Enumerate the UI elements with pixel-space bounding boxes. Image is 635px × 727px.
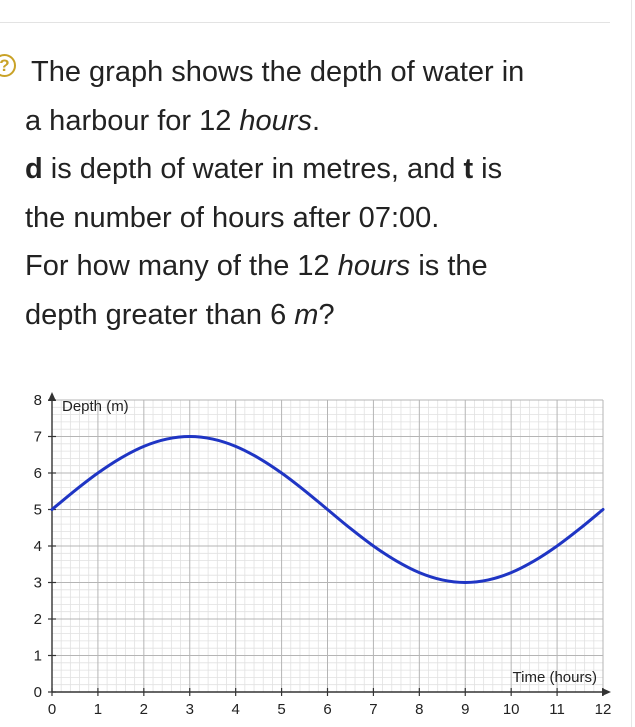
x-axis-arrow bbox=[602, 688, 611, 696]
x-tick-label: 9 bbox=[461, 701, 469, 718]
x-tick-label: 4 bbox=[231, 701, 239, 718]
x-axis-label: Time (hours) bbox=[513, 669, 597, 686]
x-tick-label: 2 bbox=[140, 701, 148, 718]
y-tick-label: 0 bbox=[34, 684, 42, 701]
x-tick-label: 0 bbox=[48, 701, 56, 718]
question-text: The graph shows the depth of water in a … bbox=[25, 48, 625, 339]
question-line-3: d is depth of water in metres, and t is bbox=[25, 153, 503, 185]
x-tick-label: 11 bbox=[549, 701, 565, 718]
y-axis-label: Depth (m) bbox=[62, 398, 129, 415]
ticks bbox=[48, 399, 604, 696]
x-tick-label: 6 bbox=[323, 701, 331, 718]
x-tick-label: 7 bbox=[369, 701, 377, 718]
y-tick-label: 5 bbox=[34, 502, 42, 519]
y-axis-arrow bbox=[48, 392, 56, 401]
question-mark-circle-icon[interactable]: ? bbox=[0, 54, 16, 77]
question-line-5: For how many of the 12 hours is the bbox=[25, 250, 488, 282]
top-divider bbox=[0, 22, 610, 23]
question-line-1: The graph shows the depth of water in bbox=[31, 56, 525, 88]
x-tick-label: 3 bbox=[186, 701, 194, 718]
y-tick-label: 6 bbox=[34, 465, 42, 482]
depth-series-line bbox=[50, 434, 605, 585]
x-tick-label: 10 bbox=[503, 701, 520, 718]
y-tick-label: 8 bbox=[34, 392, 42, 409]
y-tick-label: 4 bbox=[34, 538, 42, 555]
x-tick-label: 12 bbox=[595, 701, 612, 718]
axes bbox=[48, 392, 611, 696]
y-tick-label: 1 bbox=[34, 648, 42, 665]
x-tick-label: 5 bbox=[277, 701, 285, 718]
x-tick-label: 8 bbox=[415, 701, 423, 718]
y-tick-label: 3 bbox=[34, 575, 42, 592]
x-tick-label: 1 bbox=[94, 701, 102, 718]
question-line-2: a harbour for 12 hours. bbox=[25, 104, 321, 137]
y-tick-label: 7 bbox=[34, 429, 42, 446]
question-line-4: the number of hours after 07:00. bbox=[25, 201, 440, 234]
series-group bbox=[50, 434, 605, 585]
question-line-6: depth greater than 6 m? bbox=[25, 298, 335, 331]
right-divider bbox=[631, 0, 632, 727]
y-tick-label: 2 bbox=[34, 611, 42, 628]
